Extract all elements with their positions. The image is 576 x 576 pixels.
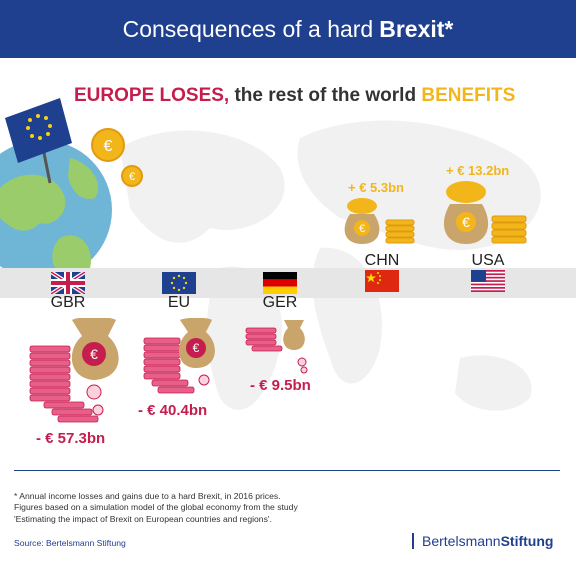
- country-code: GBR: [50, 294, 86, 311]
- header-bar: Consequences of a hard Brexit*: [0, 0, 576, 58]
- usa-flag-icon: [471, 270, 505, 292]
- logo-regular: Bertelsmann: [422, 533, 501, 549]
- gbr-loss-stack-icon: €: [29, 318, 119, 423]
- country-code: EU: [167, 294, 191, 311]
- chn-money-bag-icon: €: [344, 198, 415, 244]
- svg-text:€: €: [193, 341, 200, 355]
- country-gbr: GBR: [46, 272, 90, 312]
- footnote-line: * Annual income losses and gains due to …: [14, 491, 281, 501]
- eu-loss-stack-icon: €: [143, 318, 215, 394]
- eu-flag-icon: [162, 272, 196, 294]
- germany-flag-icon: [263, 272, 297, 294]
- uk-flag-icon: [51, 272, 85, 294]
- bertelsmann-logo: BertelsmannStiftung: [412, 533, 553, 549]
- country-usa: USA: [466, 252, 510, 292]
- footnote: * Annual income losses and gains due to …: [14, 491, 384, 525]
- svg-text:€: €: [90, 346, 98, 362]
- svg-text:€: €: [104, 138, 113, 155]
- logo-bold: Stiftung: [500, 533, 554, 549]
- china-flag-icon: [365, 270, 399, 292]
- country-chn: CHN: [360, 252, 404, 292]
- eu-value: - € 40.4bn: [138, 402, 208, 419]
- country-ger: GER: [258, 272, 302, 312]
- usa-money-bag-icon: €: [443, 181, 527, 244]
- footnote-line: Figures based on a simulation model of t…: [14, 502, 298, 513]
- footnote-line: 'Estimating the impact of Brexit on Euro…: [14, 513, 272, 524]
- ger-loss-stack-icon: [245, 320, 308, 374]
- svg-text:€: €: [129, 171, 135, 183]
- svg-text:€: €: [359, 223, 365, 235]
- header-title: Consequences of a hard: [122, 15, 374, 42]
- svg-text:€: €: [462, 214, 470, 230]
- globe-illustration: € €: [0, 98, 143, 268]
- country-code: USA: [471, 252, 505, 269]
- subtitle-benefit: BENEFITS: [421, 85, 516, 106]
- header-title-bold: Brexit*: [379, 15, 454, 42]
- source-text: Source: Bertelsmann Stiftung: [14, 538, 126, 548]
- ger-value: - € 9.5bn: [250, 377, 311, 394]
- gbr-value: - € 57.3bn: [36, 430, 106, 447]
- country-code: GER: [262, 294, 298, 311]
- subtitle: EUROPE LOSES, the rest of the world BENE…: [74, 85, 515, 107]
- chn-value: + € 5.3bn: [348, 180, 404, 195]
- country-eu: EU: [159, 272, 199, 312]
- country-code: CHN: [364, 252, 400, 269]
- usa-value: + € 13.2bn: [446, 163, 510, 178]
- subtitle-middle: the rest of the world: [234, 85, 417, 106]
- subtitle-lose: EUROPE LOSES,: [74, 85, 230, 106]
- footer-divider: [14, 470, 560, 471]
